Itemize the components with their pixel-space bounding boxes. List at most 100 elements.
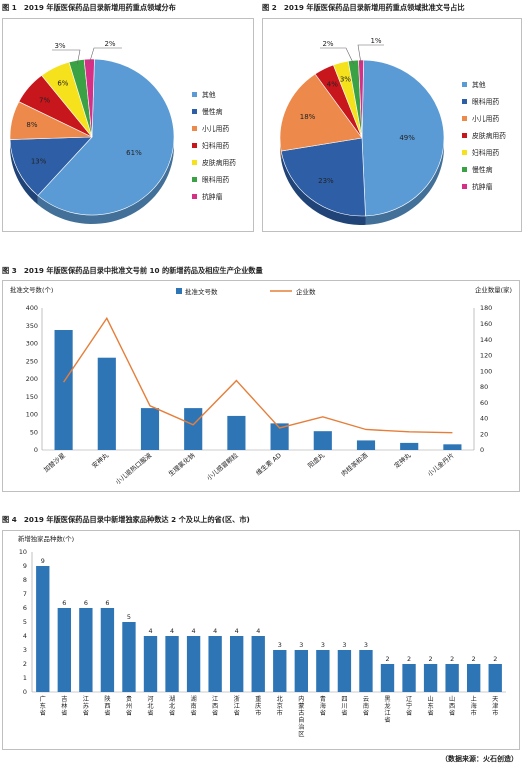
y2-tick-label: 120 [480,352,492,360]
y-tick-label: 50 [30,428,38,436]
y-tick-label: 400 [26,304,38,312]
pie-leader-line [52,49,81,65]
bar [36,566,50,692]
y-axis-title: 新增独家品种数(个) [18,534,74,543]
y-tick-label: 0 [23,688,27,696]
y2-tick-label: 180 [480,304,492,312]
bar [57,608,71,692]
data-label: 9 [41,557,45,565]
pie-leader-line [89,47,122,64]
pie-slice-6 [83,58,95,138]
x-tick-label: 贵州省 [126,695,132,717]
legend-swatch [192,160,197,165]
bar [100,608,115,692]
bar [143,636,158,692]
pie-label: 13% [31,157,47,165]
bar [140,408,160,450]
y-tick-label: 2 [23,660,27,668]
legend-item: 其他 [202,90,216,99]
legend-item: 企业数 [296,287,316,296]
legend-item: 皮肤病用药 [202,158,236,167]
data-label: 4 [235,627,239,635]
x-tick-label: 湖北省 [169,695,176,717]
x-tick-label: 陕西省 [104,695,110,717]
figure4-title: 图 4 2019 年版医保药品目录中新增独家品种数达 2 个及以上的省(区、市) [2,515,250,524]
bar [227,415,246,450]
legend-swatch [462,150,467,155]
data-label: 2 [429,655,433,663]
bar [208,636,222,692]
pie-slice-1 [9,136,93,196]
y-tick-label: 0 [34,446,38,454]
y-tick-label: 4 [23,632,27,640]
bar [186,636,201,692]
y-axis-title: 批准文号数(个) [10,285,53,294]
y-tick-label: 1 [23,674,27,682]
legend-item: 皮肤病用药 [472,131,506,140]
pie-leader-line [320,47,355,65]
y-tick-label: 8 [23,576,27,584]
pie-leader-line [357,44,384,64]
x-tick-label: 上海市 [471,695,477,717]
figure1-title: 图 1 2019 年版医保药品目录新增用药重点领域分布 [2,3,176,12]
bar [445,664,459,692]
x-tick-label: 浙江省 [234,695,240,717]
legend-swatch [462,184,467,189]
x-tick-label: 青海省 [320,695,326,717]
x-tick-label: 四川省 [341,696,347,717]
bar [184,408,203,450]
y2-tick-label: 40 [480,415,488,423]
pie-slice-side [281,151,366,225]
bar [467,664,481,692]
bar [359,650,373,692]
legend-swatch [192,143,197,148]
pie-label: 7% [39,96,50,104]
x-tick-label: 天津市 [492,696,498,717]
figure4-panel [2,530,520,750]
pie-label: 3% [340,76,351,84]
bar [337,650,352,692]
legend-swatch [192,194,197,199]
pie-label: 2% [322,40,333,48]
legend-swatch [462,82,467,87]
y2-axis-title: 企业数量(家) [475,285,512,294]
y-tick-label: 3 [23,646,27,654]
y-tick-label: 9 [23,562,27,570]
y-tick-label: 350 [26,322,38,330]
pie-label: 23% [318,177,334,185]
legend-item: 小儿用药 [472,114,499,123]
y2-tick-label: 0 [480,446,484,454]
data-label: 3 [321,641,325,649]
x-tick-label: 云南省 [363,696,369,717]
legend-item: 批准文号数 [185,287,218,296]
bar [488,664,502,692]
y2-tick-label: 160 [480,320,492,328]
y2-tick-label: 20 [480,430,488,438]
bar [316,650,330,692]
data-label: 4 [256,627,260,635]
x-tick-label: 黑龙江省 [384,696,390,724]
pie-slice-side [37,141,174,224]
bar [251,636,265,692]
pie-slice-6 [358,59,364,139]
pie-label: 18% [300,113,316,121]
legend-item: 眼科用药 [472,97,499,106]
pie-slice-0 [37,58,175,216]
x-tick-label: 山东省 [427,695,433,717]
pie-label: 4% [327,81,338,89]
y-tick-label: 7 [23,590,27,598]
x-tick-label: 辽宁省 [406,695,413,717]
pie-slice-2 [279,73,363,152]
y2-tick-label: 140 [480,336,492,344]
bar [443,444,462,450]
bar [122,622,136,692]
y2-tick-label: 80 [480,383,488,391]
y-tick-label: 150 [26,393,38,401]
legend-item: 小儿用药 [202,124,229,133]
pie-slice-side [10,139,38,205]
legend-swatch [462,167,467,172]
